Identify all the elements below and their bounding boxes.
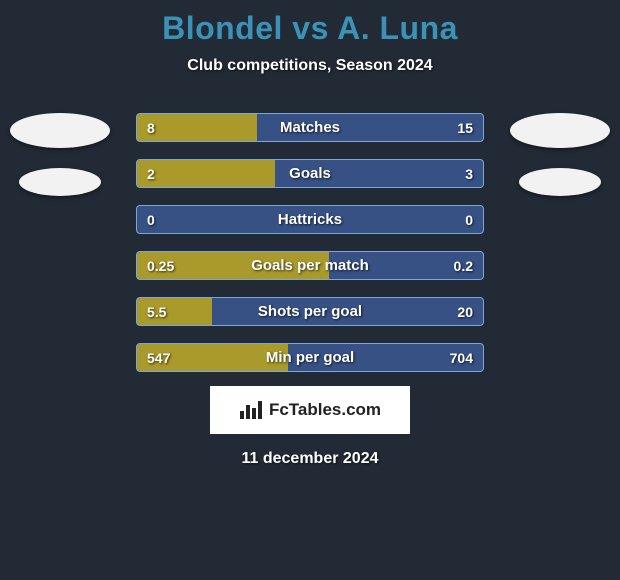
avatar-player2 [510,113,610,148]
bar-value-left: 0 [147,206,155,233]
bar-label: Hattricks [137,206,483,233]
bar-row: 0Hattricks0 [136,205,484,234]
title-vs: vs [292,10,329,46]
bar-value-right: 704 [450,344,473,371]
comparison-card: Blondel vs A. Luna Club competitions, Se… [0,0,620,468]
bar-row: 0.25Goals per match0.2 [136,251,484,280]
bar-fill-left [137,298,212,325]
bar-row: 2Goals3 [136,159,484,188]
brand-box: FcTables.com [210,386,410,434]
date-text: 11 december 2024 [0,450,620,468]
bar-fill-left [137,160,275,187]
bar-row: 5.5Shots per goal20 [136,297,484,326]
brand-text: FcTables.com [269,400,381,420]
bar-fill-left [137,344,288,371]
title-player2: A. Luna [337,10,458,46]
brand-chart-icon [239,399,263,421]
avatar-player1-club [19,168,101,196]
bar-row: 8Matches15 [136,113,484,142]
chart-area: 8Matches15 2Goals3 0Hattricks0 0.25Goals pe… [0,113,620,468]
avatar-player2-club [519,168,601,196]
bar-value-right: 15 [457,114,473,141]
bar-value-right: 3 [465,160,473,187]
page-title: Blondel vs A. Luna [0,10,620,47]
bar-value-right: 20 [457,298,473,325]
bar-row: 547Min per goal704 [136,343,484,372]
bars-container: 8Matches15 2Goals3 0Hattricks0 0.25Goals pe… [136,113,484,372]
bar-value-right: 0.2 [454,252,473,279]
avatars-right [510,113,610,196]
bar-value-right: 0 [465,206,473,233]
avatars-left [10,113,110,196]
subtitle: Club competitions, Season 2024 [0,57,620,75]
bar-fill-left [137,252,329,279]
bar-fill-left [137,114,257,141]
avatar-player1 [10,113,110,148]
title-player1: Blondel [162,10,283,46]
